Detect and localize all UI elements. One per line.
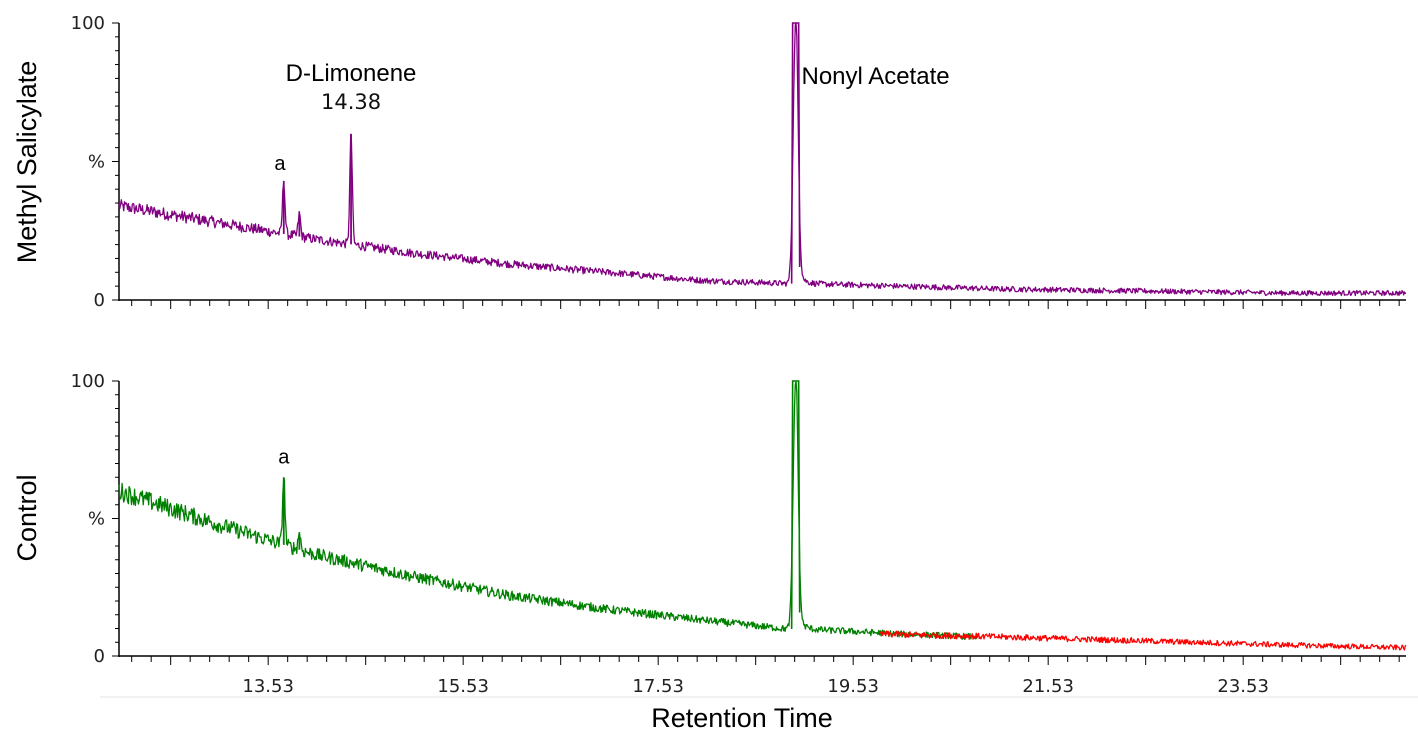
annotation-label: a (274, 153, 286, 175)
y-tick-label: 0 (94, 290, 105, 311)
y-tick-label: 100 (71, 13, 105, 34)
y-tick-label: % (88, 152, 105, 173)
x-tick-label: 15.53 (437, 676, 489, 697)
annotation-label: Nonyl Acetate (802, 63, 950, 90)
y-tick-label: 0 (94, 646, 105, 667)
peak-mark (790, 380, 801, 630)
x-tick-label: 21.53 (1022, 676, 1074, 697)
panel-control: 100% 0 13.53 15.53 17.53 19.53 21.53 23.53 Contr… (12, 371, 1407, 697)
series-trace-0 (118, 380, 978, 640)
annotation-label: 14.38 (321, 90, 381, 114)
peak-mark (790, 22, 801, 284)
x-tick-label: 17.53 (632, 676, 684, 697)
annotation-label: a (278, 447, 290, 469)
series-trace-1 (879, 630, 1407, 651)
x-tick-label: 13.53 (242, 676, 294, 697)
y-axis-title: Control (12, 474, 42, 561)
x-axis-title: Retention Time (651, 703, 833, 730)
x-tick-label: 23.53 (1217, 676, 1269, 697)
series-trace-0 (118, 22, 1407, 297)
y-tick-label: % (88, 509, 105, 530)
annotation-label: D-Limonene (286, 60, 417, 87)
x-tick-label: 19.53 (827, 676, 879, 697)
y-tick-label: 100 (71, 371, 105, 392)
y-axis-title: Methyl Salicylate (12, 61, 42, 264)
panel-methyl-salicylate: 100% 0 Methyl Salicylate D-Limonene 14.38 a No… (12, 13, 1407, 311)
